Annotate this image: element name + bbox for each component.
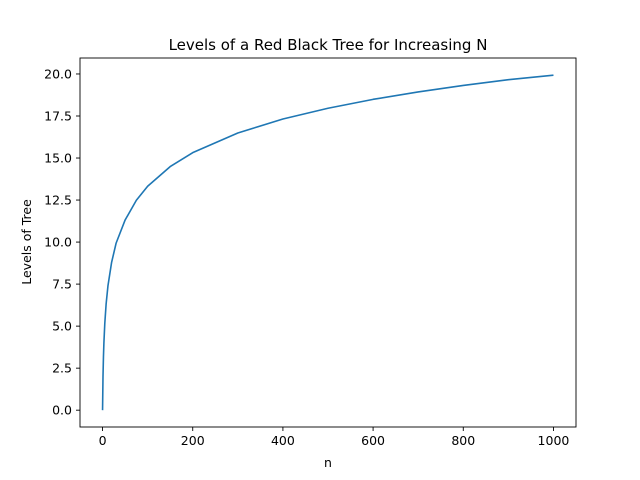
x-axis-title: n bbox=[324, 455, 332, 470]
y-tick-label: 2.5 bbox=[52, 361, 72, 376]
y-tick-label: 5.0 bbox=[52, 319, 72, 334]
y-tick-label: 10.0 bbox=[44, 235, 72, 250]
x-tick-label: 200 bbox=[181, 433, 205, 448]
series-line-0 bbox=[101, 74, 554, 411]
x-tick-label: 1000 bbox=[538, 433, 570, 448]
x-tick-label: 400 bbox=[271, 433, 295, 448]
chart-title: Levels of a Red Black Tree for Increasin… bbox=[169, 36, 488, 54]
y-axis-title: Levels of Tree bbox=[19, 199, 34, 285]
y-tick-label: 17.5 bbox=[44, 108, 72, 123]
y-tick-label: 0.0 bbox=[52, 403, 72, 418]
x-tick-label: 600 bbox=[361, 433, 385, 448]
x-tick-label: 800 bbox=[451, 433, 475, 448]
x-tick-label: 0 bbox=[99, 433, 107, 448]
y-tick-label: 20.0 bbox=[44, 66, 72, 81]
y-tick-label: 7.5 bbox=[52, 277, 72, 292]
x-axis: 0 200 400 600 800 1000 bbox=[99, 427, 570, 448]
y-axis: 0.0 2.5 5.0 7.5 10.0 12.5 15.0 17.5 20.0 bbox=[44, 66, 80, 418]
y-tick-label: 12.5 bbox=[44, 193, 72, 208]
y-tick-label: 15.0 bbox=[44, 151, 72, 166]
